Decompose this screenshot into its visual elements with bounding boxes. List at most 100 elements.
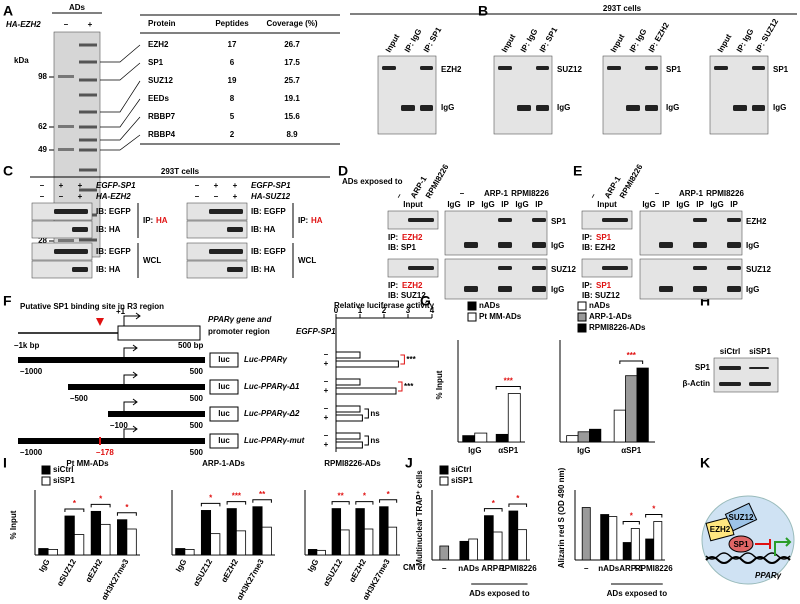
x-tick-label: αEZH2 (219, 557, 240, 584)
y-axis-label: Multinuclear TRAP⁺ cells (415, 470, 424, 566)
bar (508, 510, 519, 561)
label: IgG (773, 103, 786, 112)
bar (459, 540, 470, 561)
band (719, 366, 741, 370)
construct-bar (18, 357, 205, 363)
label: Relative luciferase activity (334, 301, 435, 310)
band (79, 110, 97, 114)
ib-label: IB: HA (96, 265, 121, 274)
legend-label: – (324, 404, 329, 413)
bar (126, 528, 137, 556)
significance: * (387, 490, 391, 499)
bar (235, 530, 247, 556)
tss-arrow (123, 425, 138, 438)
label: EGFP-SP1 (296, 327, 336, 336)
band (72, 227, 88, 232)
sign: + (78, 181, 83, 190)
bar (474, 432, 488, 443)
significance: * (125, 503, 129, 512)
significance: * (73, 499, 77, 508)
label: SP1 (666, 65, 682, 74)
significance: * (516, 494, 520, 503)
bracket (483, 508, 503, 512)
band (498, 66, 512, 70)
legend-swatch (439, 476, 449, 486)
label: Luc-PPARγ-Δ1 (244, 382, 300, 391)
band (532, 242, 546, 248)
bar (64, 515, 75, 556)
band (408, 266, 434, 270)
band (607, 66, 621, 70)
x-tick-label: IgG (37, 558, 51, 574)
legend-swatch (577, 312, 587, 322)
ib-label: IB: SP1 (388, 243, 417, 252)
legend-swatch (41, 465, 51, 475)
lane-label: IP (501, 200, 509, 209)
lane-label: IP: IgG (735, 27, 756, 54)
sp1 (728, 535, 754, 553)
bracket (364, 435, 369, 446)
legend-label: siSP1 (451, 476, 473, 485)
construct-bar (68, 384, 205, 390)
lane-label: IP: IgG (403, 27, 424, 54)
x-tick-label: IgG (577, 446, 590, 455)
lane-label: IP (696, 200, 704, 209)
blot (31, 220, 93, 239)
label: 293T cells (161, 167, 200, 176)
table-cell: 6 (230, 58, 235, 67)
x-tick-label: nADs (458, 564, 479, 573)
table-cell: RBBP7 (148, 112, 176, 121)
band (227, 227, 243, 232)
panel-label: F (3, 293, 12, 309)
label: –500 (70, 394, 88, 403)
x-tick-label: IgG (306, 558, 320, 574)
bar (335, 441, 363, 449)
bar (335, 414, 363, 422)
site (96, 318, 104, 326)
blot (31, 260, 93, 279)
label: Luc-PPARγ-Δ2 (244, 409, 300, 418)
ib-label: IB: EGFP (96, 207, 131, 216)
band (749, 382, 771, 386)
table-cell: EZH2 (148, 40, 169, 49)
band (727, 218, 741, 222)
significance: *** (627, 351, 637, 360)
marker-label: 28 (38, 236, 47, 245)
lane-label: Input (609, 32, 627, 54)
band (498, 242, 512, 248)
ip-label: IP: (388, 281, 398, 290)
bar (184, 549, 195, 556)
bar (261, 526, 272, 556)
significance: *** (504, 377, 514, 386)
chart-title: Pt MM-ADs (66, 459, 109, 468)
x-tick-label: 3 (406, 306, 411, 315)
label: Input (597, 200, 617, 209)
label: WCL (298, 256, 316, 265)
bar (335, 387, 397, 395)
ib-label: IB: EGFP (251, 207, 286, 216)
x-tick-label: – (584, 564, 589, 573)
ip-label: IP: (582, 233, 592, 242)
band (408, 218, 434, 222)
bracket (495, 386, 521, 390)
blot (444, 258, 548, 300)
lane-label: IP: SP1 (422, 25, 444, 54)
band (714, 66, 728, 70)
lane-label: IgG (447, 200, 460, 209)
sign: + (214, 181, 219, 190)
label: 293T cells (603, 4, 642, 13)
ip-target: EZH2 (402, 281, 423, 290)
label: Luc-PPARγ (244, 355, 288, 364)
label: Luc-PPARγ-mut (244, 436, 305, 445)
legend-label: + (324, 413, 329, 422)
band (72, 267, 88, 272)
panel-label: I (3, 455, 7, 471)
group-label: – (588, 191, 598, 200)
legend-label: siSP1 (53, 476, 75, 485)
band (498, 286, 512, 292)
bar (175, 548, 186, 556)
x-tick-label: RPMI8226 (499, 564, 537, 573)
construct-bar (18, 438, 205, 444)
x-tick-label: 4 (430, 306, 435, 315)
band (532, 218, 546, 222)
